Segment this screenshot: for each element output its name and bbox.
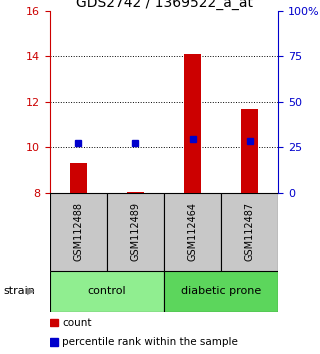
Text: GSM112487: GSM112487: [245, 202, 255, 262]
Text: GSM112488: GSM112488: [73, 202, 83, 261]
Text: strain: strain: [3, 286, 35, 296]
Text: GSM112464: GSM112464: [188, 202, 198, 261]
Bar: [50, 193, 107, 271]
Bar: [221, 193, 278, 271]
Bar: [164, 193, 221, 271]
Text: GSM112489: GSM112489: [131, 202, 140, 261]
Text: diabetic prone: diabetic prone: [181, 286, 261, 296]
Text: count: count: [62, 318, 92, 328]
Bar: [241, 109, 258, 193]
Bar: [50, 338, 58, 346]
Text: percentile rank within the sample: percentile rank within the sample: [62, 337, 238, 347]
Bar: [50, 271, 164, 312]
Text: ▶: ▶: [27, 286, 34, 296]
Bar: [70, 163, 87, 193]
Bar: [164, 271, 278, 312]
Bar: [50, 319, 58, 326]
Bar: [127, 192, 144, 193]
Text: control: control: [87, 286, 126, 296]
Title: GDS2742 / 1369522_a_at: GDS2742 / 1369522_a_at: [76, 0, 252, 10]
Bar: [107, 193, 164, 271]
Bar: [184, 54, 201, 193]
